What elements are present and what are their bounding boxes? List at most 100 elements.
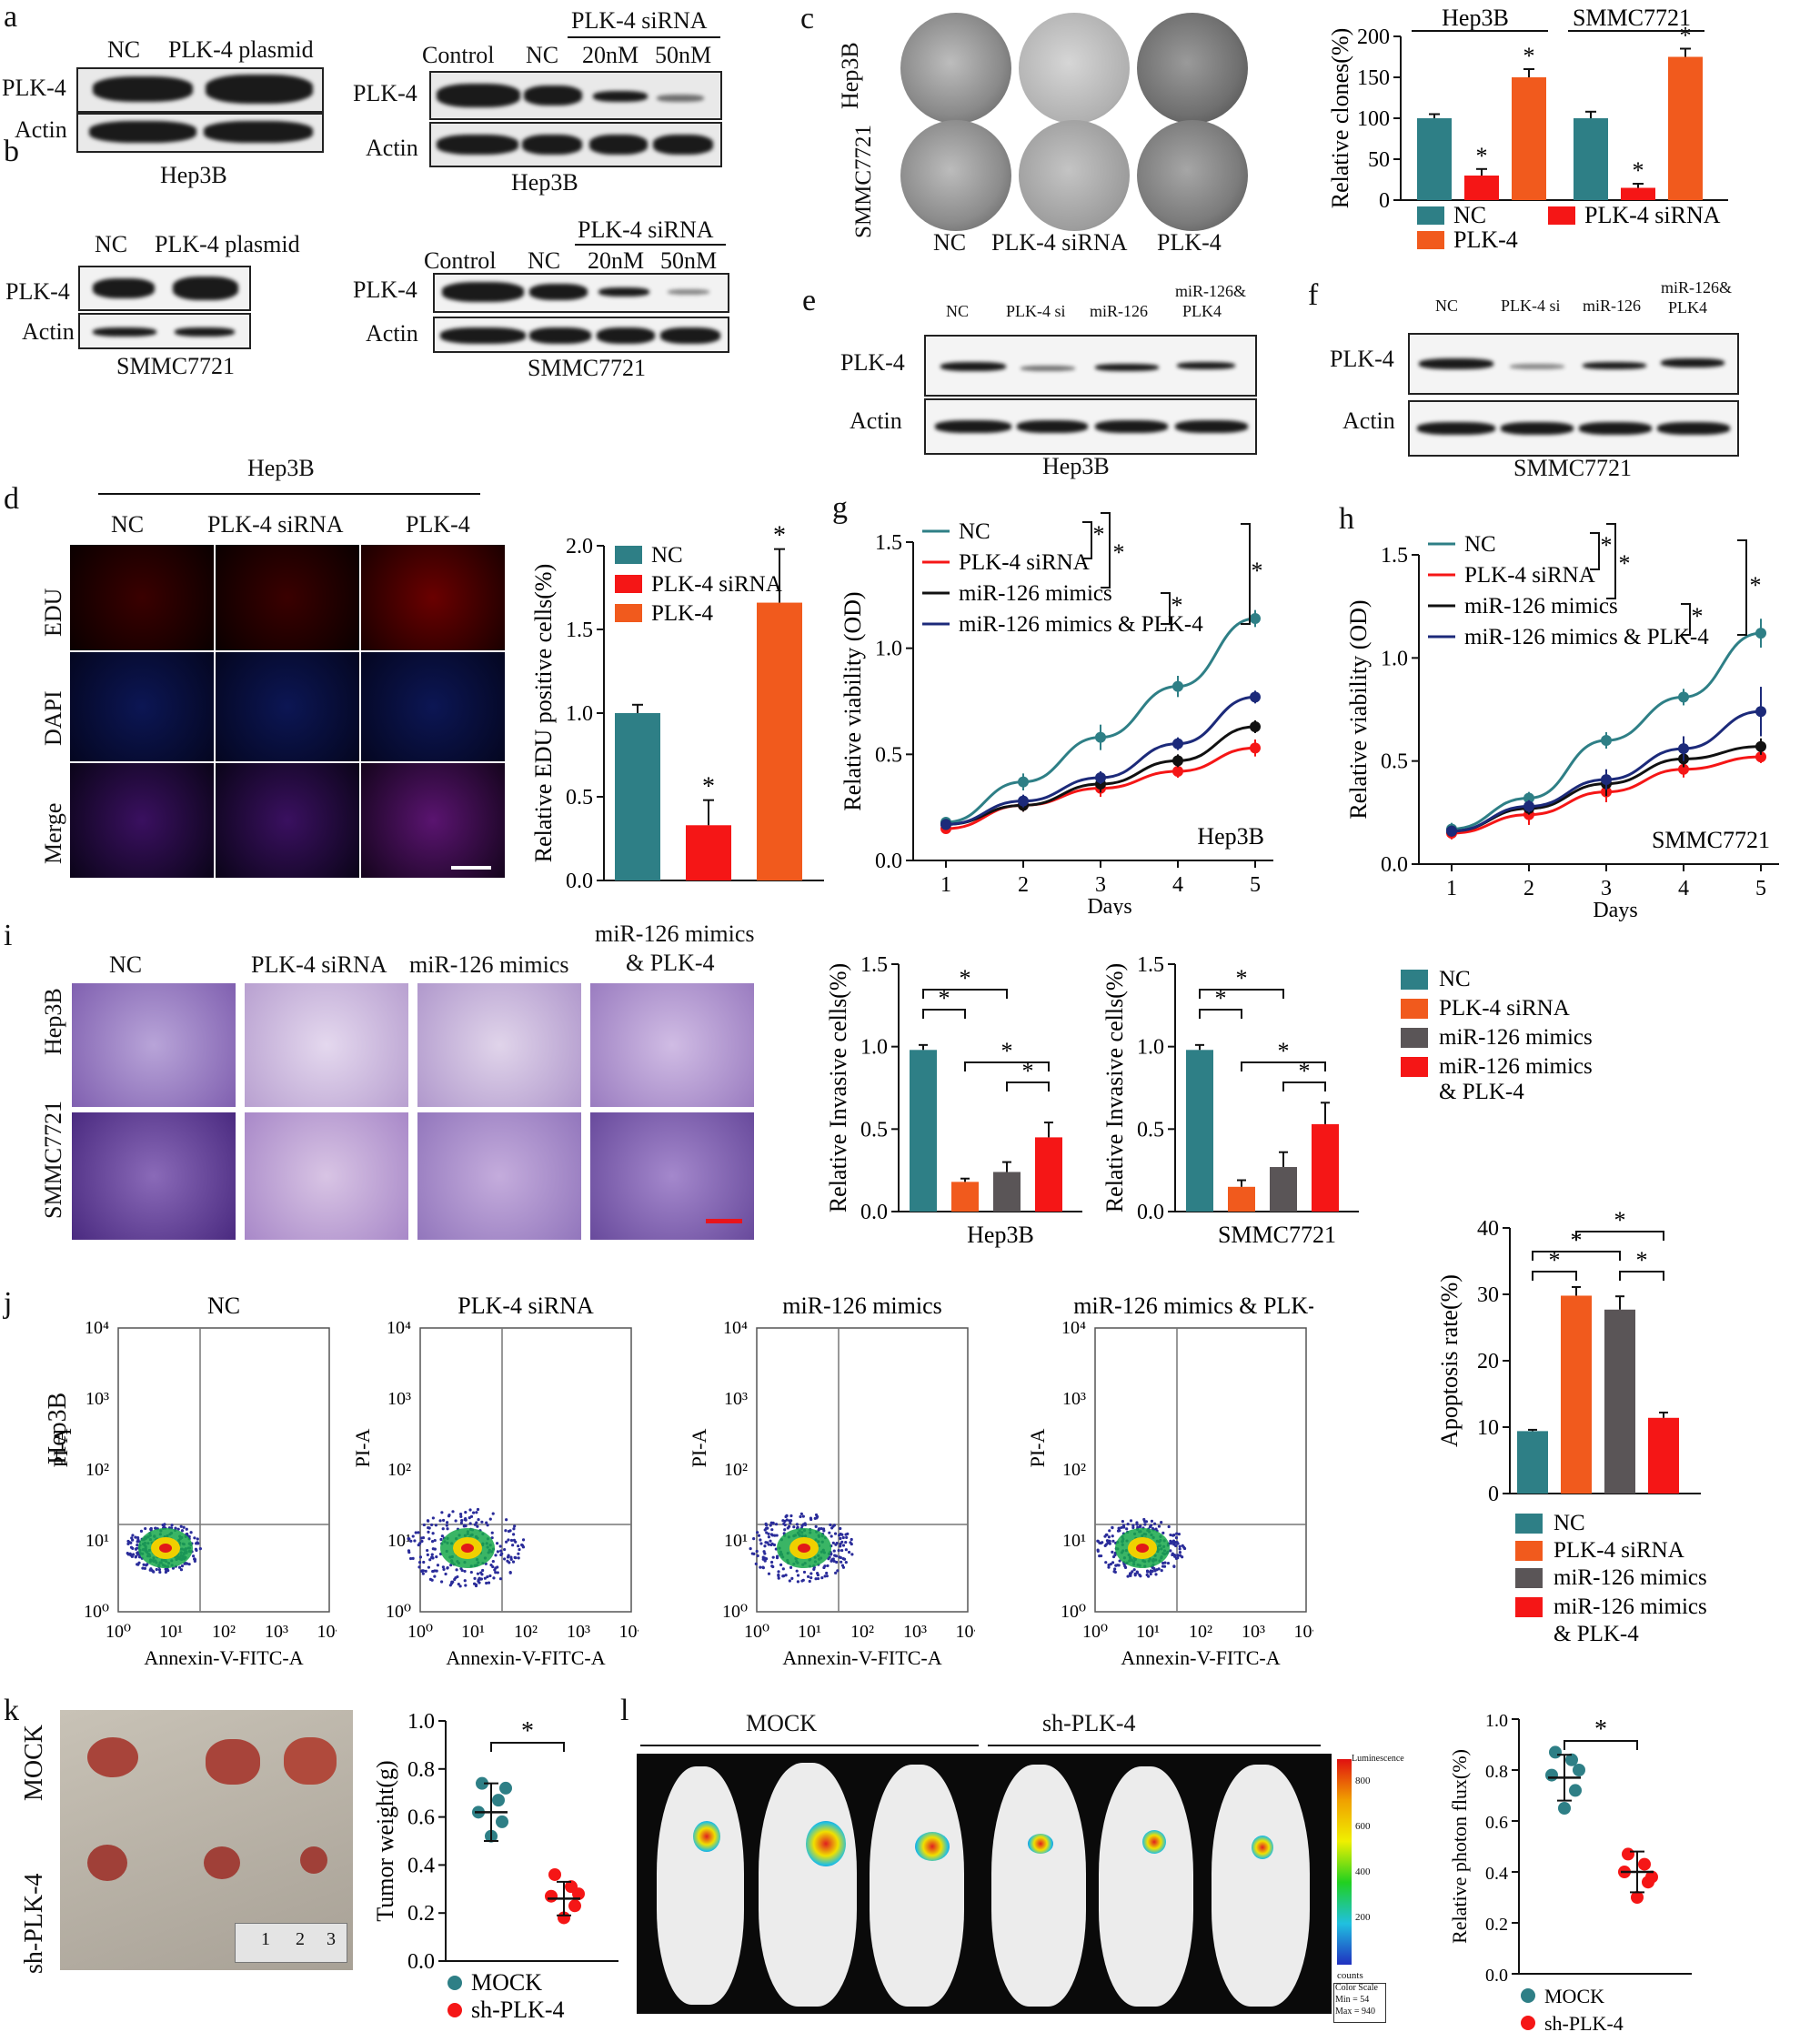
y-tick-label: 2.0 — [566, 535, 593, 558]
event-dot — [137, 1561, 141, 1564]
event-dot — [193, 1559, 196, 1564]
significance-bracket — [1737, 539, 1747, 636]
event-dot — [476, 1572, 480, 1575]
y-tick-label: 0.0 — [1137, 1201, 1164, 1224]
data-point — [1172, 680, 1183, 692]
event-dot — [785, 1518, 789, 1522]
bar — [757, 602, 802, 880]
event-dot — [433, 1538, 437, 1543]
y-tick-label: 0 — [1488, 1483, 1499, 1506]
panel-letter-d: d — [4, 482, 19, 516]
event-dot — [438, 1519, 442, 1523]
chart-k: 0.0 0.2 0.4 0.6 0.8 1.0 Tumor weight(g) MOCKsh-… — [372, 1710, 618, 2023]
event-dot — [802, 1570, 807, 1574]
legend-label: sh-PLK-4 — [471, 1997, 565, 2023]
event-dot — [850, 1542, 853, 1546]
event-dot — [446, 1566, 449, 1570]
significance-star: * — [1750, 572, 1762, 599]
colony-dish — [900, 13, 1011, 124]
event-dot — [1172, 1553, 1177, 1557]
event-dot — [428, 1558, 432, 1562]
legend-label: MOCK — [1544, 1985, 1604, 2007]
event-dot — [809, 1572, 813, 1575]
event-dot — [180, 1564, 185, 1568]
event-dot — [192, 1554, 196, 1558]
bar — [1668, 56, 1703, 200]
x-tick-label: 10¹ — [461, 1622, 485, 1642]
data-point — [1446, 825, 1457, 837]
row-label: Actin — [366, 320, 418, 347]
event-dot — [1123, 1564, 1127, 1568]
event-dot — [503, 1547, 507, 1552]
event-dot — [459, 1521, 464, 1524]
event-dot — [507, 1554, 510, 1557]
event-dot — [430, 1555, 434, 1559]
x-tick-label: 10² — [212, 1622, 236, 1642]
y-tick-label: 10² — [1062, 1460, 1086, 1480]
event-dot — [473, 1576, 477, 1580]
bar — [1417, 118, 1452, 200]
event-dot — [409, 1539, 413, 1543]
y-tick-label: 1.5 — [1381, 544, 1408, 568]
tumor-photo: 1 2 3 — [60, 1710, 353, 1970]
x-tick-label: 3 — [1601, 877, 1612, 900]
x-tick-label: 2 — [1523, 877, 1534, 900]
y-tick-label: 10³ — [1062, 1389, 1086, 1409]
row-label: Actin — [1342, 407, 1395, 434]
y-axis-label: Tumor weight(g) — [372, 1760, 398, 1921]
event-dot — [136, 1544, 139, 1547]
lane-label: PLK-4 si — [1501, 297, 1561, 315]
event-dot — [411, 1534, 415, 1538]
legend-label: NC — [1464, 532, 1496, 557]
x-tick-label: 10¹ — [798, 1622, 821, 1642]
event-dot — [763, 1544, 767, 1548]
event-dot — [789, 1514, 793, 1518]
event-dot — [499, 1549, 503, 1553]
event-dot — [1161, 1531, 1165, 1534]
event-dot — [441, 1527, 445, 1531]
bar — [1512, 77, 1546, 200]
event-dot — [182, 1525, 186, 1529]
legend-label: miR-126 mimics — [1439, 1054, 1593, 1079]
y-axis-label: PI-A — [1026, 1429, 1049, 1468]
flow-title: miR-126 mimics & PLK-4 — [1073, 1293, 1313, 1319]
event-dot — [1160, 1569, 1163, 1573]
event-dot — [1178, 1547, 1181, 1551]
significance-star: * — [1636, 1247, 1648, 1273]
event-dot — [418, 1542, 422, 1545]
panel-letter-k: k — [4, 1694, 19, 1727]
significance-bracket — [922, 1009, 966, 1019]
event-dot — [777, 1570, 780, 1574]
event-dot — [126, 1551, 129, 1555]
event-dot — [496, 1550, 499, 1554]
event-dot — [755, 1549, 759, 1554]
event-dot — [1169, 1539, 1172, 1543]
legend-label: PLK-4 siRNA — [959, 550, 1090, 575]
significance-star: * — [1619, 550, 1631, 577]
group-header: Hep3B — [247, 455, 315, 481]
event-dot — [444, 1572, 447, 1576]
panel-letter-h: h — [1339, 502, 1354, 536]
event-dot — [789, 1565, 793, 1569]
legend-label: PLK-4 siRNA — [1464, 563, 1595, 588]
colorbar-tick: 200 — [1355, 1912, 1371, 1923]
event-dot — [480, 1573, 484, 1576]
western-blot-actin — [76, 113, 324, 153]
event-dot — [193, 1557, 196, 1561]
event-dot — [1118, 1559, 1121, 1563]
event-dot — [508, 1561, 511, 1564]
event-dot — [439, 1537, 443, 1542]
event-dot — [180, 1529, 185, 1533]
lane-label: NC — [1435, 297, 1459, 315]
colony-dish — [1137, 13, 1248, 124]
edu-image — [215, 544, 360, 651]
event-dot — [431, 1516, 435, 1520]
event-dot — [1154, 1573, 1158, 1576]
x-tick-label: 10⁰ — [744, 1622, 769, 1642]
panel-letter-i: i — [4, 919, 13, 952]
event-dot — [517, 1556, 520, 1560]
x-tick-label: 4 — [1172, 873, 1183, 897]
western-blot-actin — [78, 313, 251, 349]
bar — [1604, 1309, 1635, 1494]
event-dot — [457, 1583, 460, 1586]
